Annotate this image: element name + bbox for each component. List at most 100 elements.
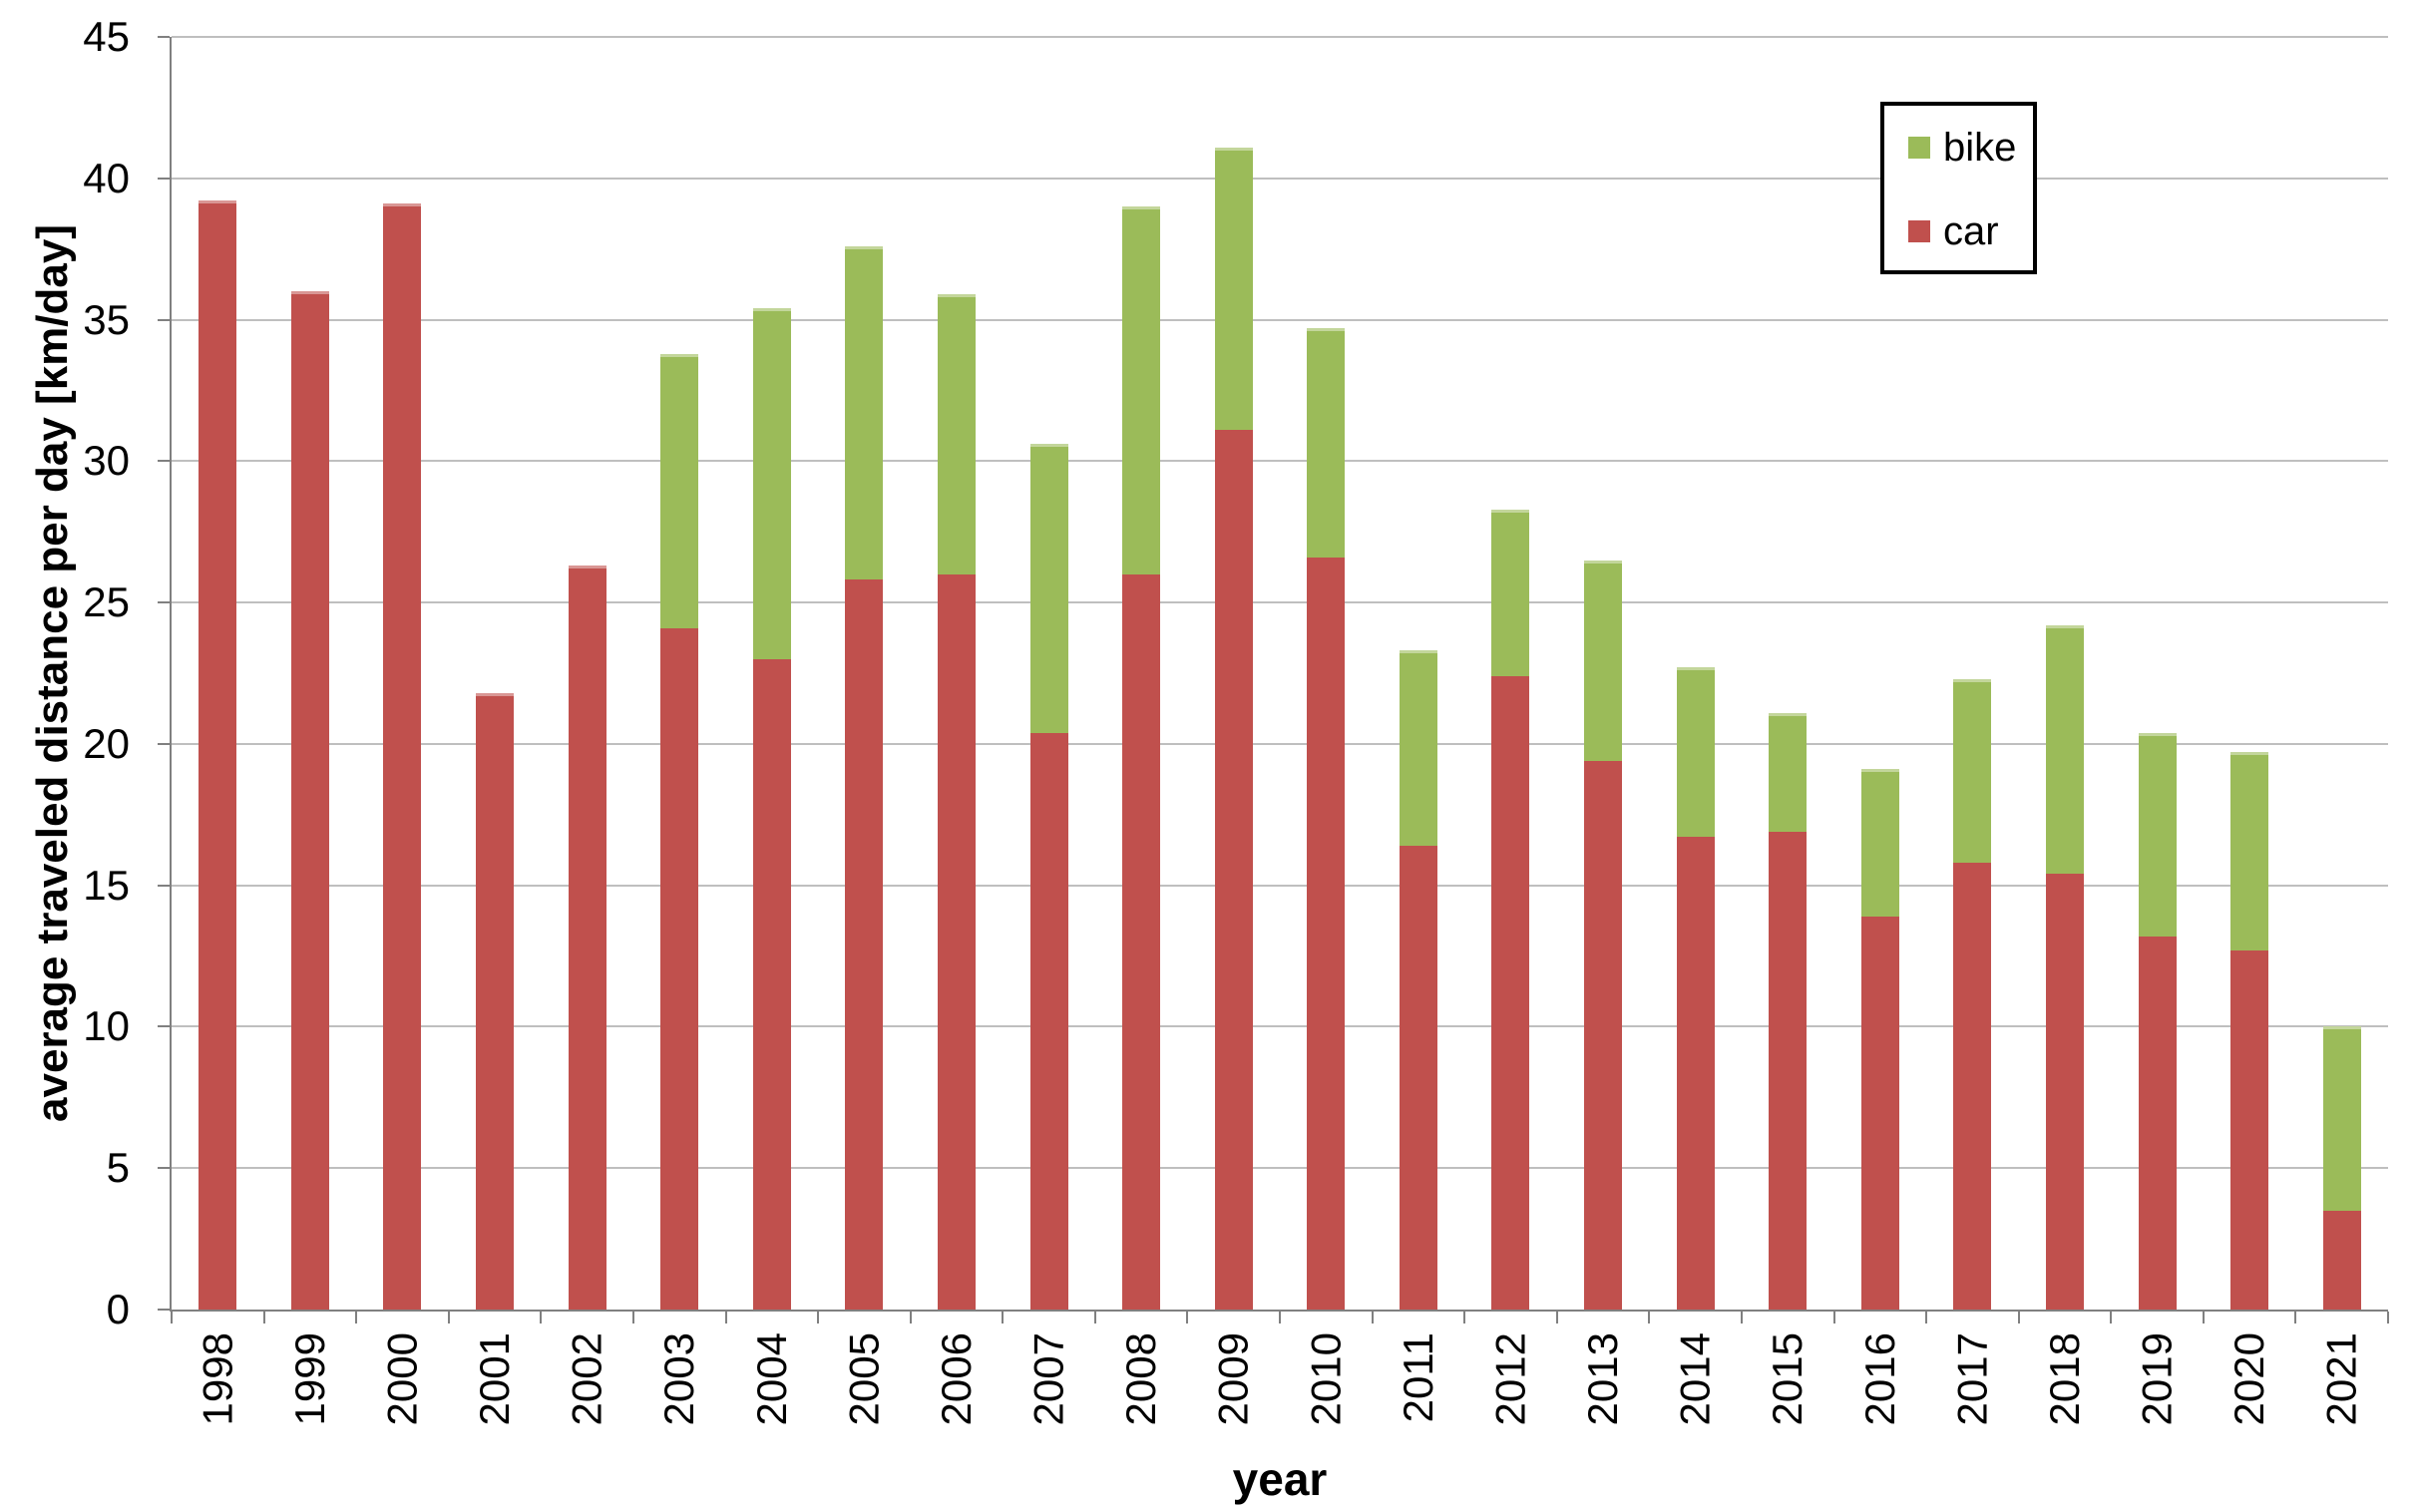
bar-segment-car-2018 xyxy=(2045,874,2084,1310)
category-2000 xyxy=(356,37,449,1310)
y-tick-label-45: 45 xyxy=(83,13,130,60)
bar-segment-car-2011 xyxy=(1399,845,1437,1310)
x-boundary-tick xyxy=(447,1312,450,1323)
x-tick-label-2003: 2003 xyxy=(655,1332,703,1426)
y-tick-40 xyxy=(158,177,170,180)
x-tick-label-2019: 2019 xyxy=(2133,1332,2181,1426)
x-tick-label-2015: 2015 xyxy=(1764,1332,1812,1426)
bar-segment-bike-2020 xyxy=(2230,752,2269,950)
bar-segment-car-2006 xyxy=(937,573,976,1310)
category-2004 xyxy=(726,37,819,1310)
x-tick-label-2020: 2020 xyxy=(2225,1332,2273,1426)
category-2012 xyxy=(1464,37,1557,1310)
x-tick-label-2014: 2014 xyxy=(1671,1332,1719,1426)
bar-segment-bike-2017 xyxy=(1953,678,1992,863)
bar-segment-car-2014 xyxy=(1676,837,1715,1310)
y-tick-label-40: 40 xyxy=(83,154,130,201)
x-tick-label-2005: 2005 xyxy=(840,1332,888,1426)
bar-segment-car-2019 xyxy=(2138,936,2177,1310)
y-axis-line xyxy=(170,37,172,1310)
x-tick-label-2001: 2001 xyxy=(471,1332,519,1426)
bar-segment-bike-2016 xyxy=(1860,769,1899,917)
x-tick-label-2012: 2012 xyxy=(1486,1332,1534,1426)
x-boundary-tick xyxy=(817,1312,820,1323)
bar-segment-bike-2005 xyxy=(845,245,884,580)
gridline-5 xyxy=(172,1167,2388,1170)
bar-segment-bike-2012 xyxy=(1491,509,1530,676)
plot-area xyxy=(158,36,2389,1323)
y-tick-35 xyxy=(158,318,170,321)
car-color-swatch xyxy=(1908,220,1930,242)
bar-segment-bike-2010 xyxy=(1307,328,1346,558)
category-2008 xyxy=(1095,37,1188,1310)
bar-segment-car-2000 xyxy=(383,203,422,1310)
x-boundary-tick xyxy=(2294,1312,2297,1323)
bar-segment-car-2003 xyxy=(660,627,699,1310)
bar-segment-bike-2013 xyxy=(1584,560,1623,761)
x-tick-label-2010: 2010 xyxy=(1302,1332,1350,1426)
gridline-25 xyxy=(172,601,2388,604)
x-axis-line xyxy=(170,1310,2388,1312)
x-boundary-tick xyxy=(1279,1312,1281,1323)
bar-segment-car-2004 xyxy=(752,658,791,1310)
x-tick-label-2013: 2013 xyxy=(1579,1332,1627,1426)
category-2005 xyxy=(818,37,911,1310)
x-tick-label-2007: 2007 xyxy=(1024,1332,1072,1426)
bar-segment-bike-2008 xyxy=(1122,206,1161,574)
y-tick-label-15: 15 xyxy=(83,861,130,909)
x-tick-label-2021: 2021 xyxy=(2317,1332,2365,1426)
category-2001 xyxy=(449,37,542,1310)
x-boundary-tick xyxy=(540,1312,543,1323)
bar-segment-car-2012 xyxy=(1491,675,1530,1310)
x-boundary-tick xyxy=(1555,1312,1558,1323)
bar-segment-bike-2014 xyxy=(1676,667,1715,838)
x-boundary-tick xyxy=(1186,1312,1189,1323)
x-boundary-tick xyxy=(2017,1312,2020,1323)
bar-segment-bike-2007 xyxy=(1029,444,1068,733)
category-2009 xyxy=(1187,37,1280,1310)
y-tick-label-30: 30 xyxy=(83,437,130,485)
x-boundary-tick xyxy=(1740,1312,1743,1323)
bar-segment-car-2009 xyxy=(1214,430,1253,1310)
bar-segment-bike-2009 xyxy=(1214,147,1253,431)
x-boundary-tick xyxy=(355,1312,358,1323)
x-boundary-tick xyxy=(2110,1312,2113,1323)
bar-segment-bike-2015 xyxy=(1769,712,1808,832)
bar-segment-car-2013 xyxy=(1584,760,1623,1310)
category-2007 xyxy=(1003,37,1095,1310)
x-tick-label-2011: 2011 xyxy=(1394,1332,1441,1423)
x-tick-label-1998: 1998 xyxy=(194,1332,241,1426)
x-boundary-tick xyxy=(1002,1312,1005,1323)
bar-segment-bike-2021 xyxy=(2322,1026,2361,1211)
y-tick-5 xyxy=(158,1167,170,1170)
bar-segment-car-2002 xyxy=(568,566,606,1310)
bar-segment-car-2021 xyxy=(2322,1210,2361,1310)
y-tick-label-35: 35 xyxy=(83,295,130,343)
bar-segment-car-2017 xyxy=(1953,862,1992,1310)
y-tick-label-5: 5 xyxy=(106,1144,130,1192)
category-2018 xyxy=(2019,37,2112,1310)
x-tick-label-2004: 2004 xyxy=(747,1332,795,1426)
gridline-10 xyxy=(172,1025,2388,1028)
bar-segment-car-2008 xyxy=(1122,573,1161,1310)
bar-segment-car-2005 xyxy=(845,579,884,1310)
bar-segment-car-2007 xyxy=(1029,732,1068,1310)
gridline-20 xyxy=(172,742,2388,745)
y-tick-label-0: 0 xyxy=(106,1286,130,1332)
x-tick-label-2006: 2006 xyxy=(932,1332,980,1426)
x-tick-label-2008: 2008 xyxy=(1117,1332,1165,1426)
bar-segment-car-2016 xyxy=(1860,916,1899,1310)
y-axis-title: average traveled distance per day [km/da… xyxy=(28,224,77,1122)
category-2021 xyxy=(2295,37,2388,1310)
x-boundary-tick xyxy=(2387,1312,2389,1323)
x-boundary-tick xyxy=(1832,1312,1835,1323)
bar-segment-bike-2006 xyxy=(937,294,976,574)
x-boundary-tick xyxy=(631,1312,634,1323)
y-tick-label-20: 20 xyxy=(83,719,130,767)
legend-item-car: car xyxy=(1908,211,2033,251)
x-boundary-tick xyxy=(1463,1312,1466,1323)
bar-segment-car-1999 xyxy=(290,291,329,1310)
x-boundary-tick xyxy=(1093,1312,1096,1323)
legend-label-car: car xyxy=(1943,209,1999,253)
